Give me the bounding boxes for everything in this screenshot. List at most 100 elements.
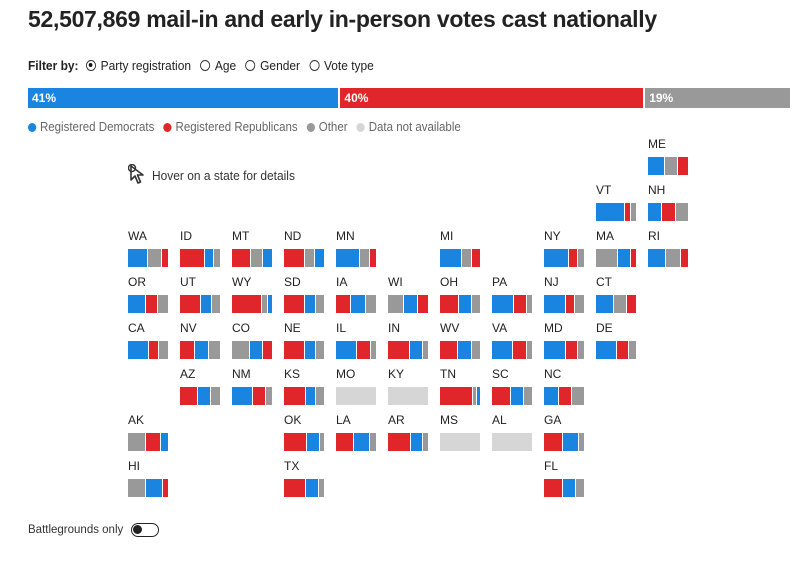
state-bar-segment-dem [648,249,666,267]
state-tile-oh[interactable]: OH [440,275,480,315]
state-share-bar [596,249,636,267]
state-tile-vt[interactable]: VT [596,183,636,223]
state-tile-nh[interactable]: NH [648,183,688,223]
state-tile-ok[interactable]: OK [284,413,324,453]
bar-segment-label: 19% [649,91,674,105]
state-tile-ma[interactable]: MA [596,229,636,269]
state-tile-ky[interactable]: KY [388,367,428,407]
state-tile-il[interactable]: IL [336,321,376,361]
state-tile-wi[interactable]: WI [388,275,428,315]
state-bar-segment-rep [284,387,306,405]
state-bar-segment-other [318,479,324,497]
state-tile-id[interactable]: ID [180,229,220,269]
state-tile-mo[interactable]: MO [336,367,376,407]
toggle-knob [133,525,143,534]
legend: Registered Democrats Registered Republic… [28,120,470,134]
filter-party-registration[interactable]: Party registration [85,58,191,73]
state-tile-nv[interactable]: NV [180,321,220,361]
state-abbr: ID [180,229,192,243]
state-abbr: OK [284,413,302,427]
state-tile-or[interactable]: OR [128,275,168,315]
state-bar-segment-dem [404,295,418,313]
state-bar-segment-dem [544,387,560,405]
state-tile-ne[interactable]: NE [284,321,324,361]
state-bar-segment-rep [180,295,201,313]
state-tile-me[interactable]: ME [648,137,688,177]
state-abbr: NE [284,321,301,335]
state-tile-tn[interactable]: TN [440,367,480,407]
state-tile-ca[interactable]: CA [128,321,168,361]
radio-icon[interactable] [200,60,211,71]
state-bar-segment-other [571,387,584,405]
battlegrounds-toggle[interactable] [131,523,160,537]
state-tile-va[interactable]: VA [492,321,532,361]
state-share-bar [232,341,272,359]
state-tile-ar[interactable]: AR [388,413,428,453]
state-tile-ak[interactable]: AK [128,413,168,453]
state-tile-mn[interactable]: MN [336,229,376,269]
state-tile-ct[interactable]: CT [596,275,636,315]
legend-item-republicans: Registered Republicans [163,120,298,134]
state-tile-ga[interactable]: GA [544,413,584,453]
state-tile-sc[interactable]: SC [492,367,532,407]
state-tile-nm[interactable]: NM [232,367,272,407]
radio-icon[interactable] [309,60,320,71]
state-bar-segment-dem [128,295,146,313]
filter-age[interactable]: Age [200,58,236,73]
state-tile-nd[interactable]: ND [284,229,324,269]
state-bar-segment-other [370,341,376,359]
state-bar-segment-na [336,387,376,405]
state-bar-segment-dem [411,433,424,451]
legend-label: Registered Democrats [39,120,155,134]
radio-selected-icon[interactable] [85,60,96,71]
state-bar-segment-dem [476,387,480,405]
state-abbr: MI [440,229,454,243]
state-bar-segment-rep [568,249,579,267]
state-abbr: RI [648,229,660,243]
state-tile-ut[interactable]: UT [180,275,220,315]
state-share-bar [336,341,376,359]
legend-label: Other [318,120,348,134]
state-tile-wy[interactable]: WY [232,275,272,315]
state-bar-segment-other [128,479,146,497]
state-tile-nj[interactable]: NJ [544,275,584,315]
state-tile-ms[interactable]: MS [440,413,480,453]
state-share-bar [128,341,168,359]
state-tile-hi[interactable]: HI [128,459,168,499]
state-bar-segment-rep [336,433,354,451]
state-tile-md[interactable]: MD [544,321,584,361]
radio-icon[interactable] [245,60,256,71]
state-bar-segment-na [440,433,480,451]
filter-gender[interactable]: Gender [245,58,300,73]
state-tile-wv[interactable]: WV [440,321,480,361]
state-bar-segment-rep [180,387,198,405]
state-tile-de[interactable]: DE [596,321,636,361]
state-tile-mi[interactable]: MI [440,229,480,269]
state-tile-al[interactable]: AL [492,413,532,453]
state-abbr: AZ [180,367,196,381]
state-tile-fl[interactable]: FL [544,459,584,499]
state-tile-nc[interactable]: NC [544,367,584,407]
state-tile-tx[interactable]: TX [284,459,324,499]
state-bar-segment-other [523,387,532,405]
state-bar-segment-dem [306,479,319,497]
state-tile-co[interactable]: CO [232,321,272,361]
state-abbr: KY [388,367,405,381]
filter-vote-type[interactable]: Vote type [309,58,374,73]
state-tile-pa[interactable]: PA [492,275,532,315]
state-tile-la[interactable]: LA [336,413,376,453]
state-tile-ri[interactable]: RI [648,229,688,269]
state-abbr: CA [128,321,145,335]
state-tile-sd[interactable]: SD [284,275,324,315]
state-share-bar [336,387,376,405]
state-tile-ia[interactable]: IA [336,275,376,315]
state-bar-segment-dem [306,387,316,405]
state-tile-az[interactable]: AZ [180,367,220,407]
state-tile-ny[interactable]: NY [544,229,584,269]
state-tile-in[interactable]: IN [388,321,428,361]
state-tile-wa[interactable]: WA [128,229,168,269]
state-tile-mt[interactable]: MT [232,229,272,269]
state-share-bar [492,295,532,313]
state-bar-segment-rep [146,295,158,313]
state-tile-ks[interactable]: KS [284,367,324,407]
